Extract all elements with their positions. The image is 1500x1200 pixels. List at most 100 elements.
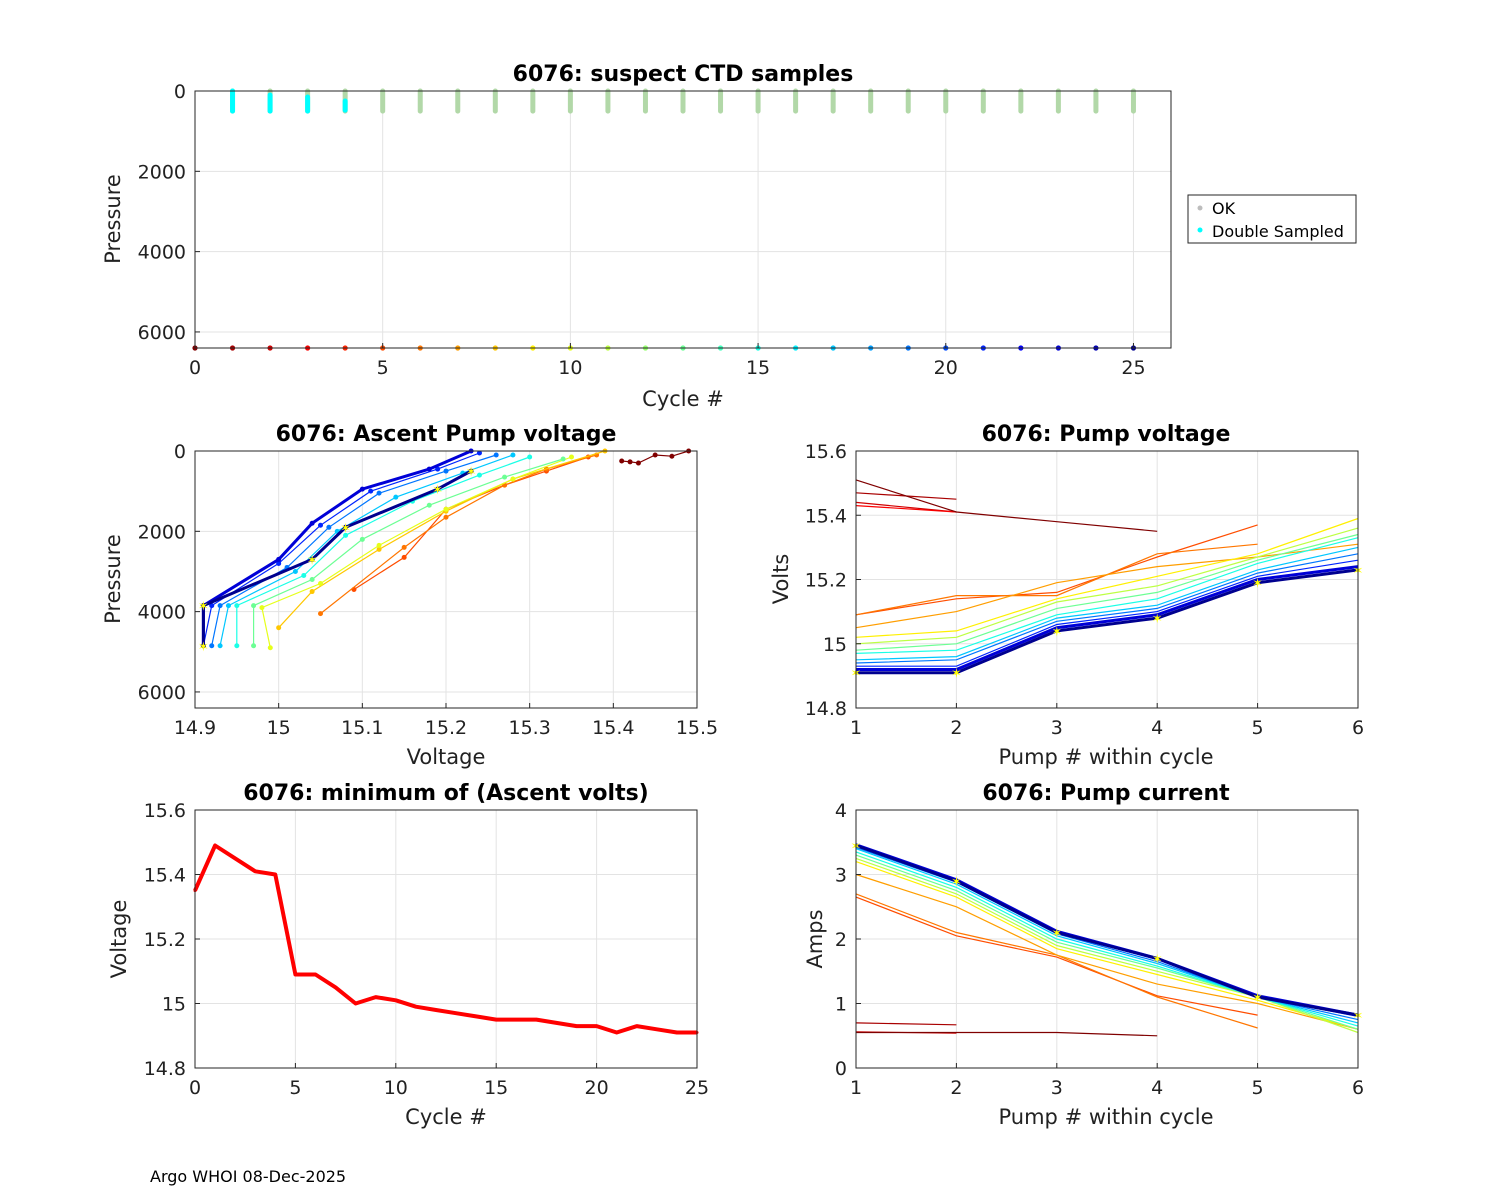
series-cycle-19 [211, 454, 497, 646]
last-cycle-marker: ✶ [307, 553, 318, 568]
series-cycle-23 [856, 565, 1359, 671]
point-cycle-6 [401, 544, 407, 550]
x-tick-label: 25 [1121, 357, 1145, 379]
min-volts-point [394, 998, 398, 1002]
min-volts-point [454, 1011, 458, 1015]
chart-minv-xlabel: Cycle # [405, 1105, 487, 1129]
last-cycle-marker: ✶ [1152, 612, 1163, 627]
chart-minv: 6076: minimum of (Ascent volts) 0 5 10 15 20… [107, 781, 709, 1129]
series-cycle-25 [201, 469, 472, 646]
series-cycle-1 [855, 1022, 957, 1026]
y-tick-label: 15 [823, 634, 847, 656]
y-tick-label: 15.2 [144, 929, 186, 951]
chart-ctd-data [192, 88, 1137, 351]
chart-apv-grid [194, 450, 698, 708]
chart-pv-title: 6076: Pump voltage [982, 422, 1231, 447]
chart-apv-ticks: 14.9 15 15.1 15.2 15.3 15.4 15.5 0 2000 4000 6000 [138, 441, 719, 739]
point-cycle-13 [502, 474, 508, 480]
point-cycle-13 [251, 603, 257, 609]
point-cycle-6 [443, 514, 449, 520]
series-cycle-23 [201, 449, 472, 646]
y-tick-label: 0 [174, 81, 186, 103]
x-tick-label: 5 [1252, 717, 1264, 739]
chart-pv-data: ✶ ✶✶✶✶✶ [851, 479, 1363, 682]
x-tick-label: 15.3 [509, 717, 551, 739]
series-cycle-5 [855, 524, 1258, 616]
x-tick-label: 5 [289, 1077, 301, 1099]
point-cycle-25 [343, 524, 349, 530]
last-cycle-marker: ✶ [340, 521, 351, 536]
x-tick-label: 1 [850, 717, 862, 739]
point-cycle-13 [251, 643, 257, 649]
chart-pc-grid [855, 809, 1359, 1069]
y-tick-label: 15.6 [144, 800, 186, 822]
series-cycle-7 [855, 543, 1359, 629]
point-cycle-10 [443, 506, 449, 512]
y-tick-label: 14.8 [144, 1058, 186, 1080]
chart-pc-title: 6076: Pump current [982, 781, 1230, 806]
point-cycle-13 [426, 502, 432, 508]
point-cycle-17 [225, 603, 231, 609]
point-cycle-17 [510, 452, 516, 458]
legend-double-label: Double Sampled [1212, 222, 1344, 241]
y-tick-label: 15 [162, 994, 186, 1016]
point-cycle-25 [468, 468, 474, 474]
point-cycle-21 [209, 603, 215, 609]
point-cycle-8 [376, 546, 382, 552]
chart-ctd-ticks: 0 5 10 15 20 25 0 2000 4000 6000 [138, 81, 1146, 379]
last-cycle-marker: ✶ [432, 483, 443, 498]
series-cycle-5 [855, 896, 1258, 1016]
x-tick-label: 3 [1051, 717, 1063, 739]
x-tick-label: 15 [267, 717, 291, 739]
min-volts-point [434, 1008, 438, 1012]
point-cycle-8 [309, 589, 315, 595]
last-cycle-marker: ✶ [466, 465, 477, 480]
x-tick-label: 15.5 [676, 717, 718, 739]
min-volts-point [293, 972, 297, 976]
chart-pc-ylabel: Amps [803, 909, 827, 968]
x-tick-label: 20 [585, 1077, 609, 1099]
x-tick-label: 14.9 [174, 717, 216, 739]
y-tick-label: 3 [835, 865, 847, 887]
legend-ok-label: OK [1212, 199, 1236, 218]
point-cycle-0 [669, 453, 675, 459]
x-tick-label: 10 [558, 357, 582, 379]
series-cycle-0 [855, 479, 1158, 532]
series-cycle-10 [261, 456, 572, 648]
point-cycle-19 [326, 524, 332, 530]
chart-minv-data [193, 843, 699, 1035]
chart-pv-ticks: 1 2 3 4 5 6 14.8 15 15.2 15.4 15.6 [805, 441, 1364, 739]
legend-ok-marker [1197, 205, 1203, 211]
chart-ctd-ylabel: Pressure [101, 174, 125, 264]
point-cycle-10 [569, 454, 574, 460]
last-cycle-marker: ✶ [951, 667, 962, 682]
last-cycle-marker: ✶ [198, 600, 209, 615]
chart-pc-xlabel: Pump # within cycle [999, 1105, 1214, 1129]
min-volts-point [655, 1027, 659, 1031]
series-cycle-6 [855, 543, 1258, 616]
point-cycle-17 [217, 643, 223, 649]
point-cycle-15 [234, 643, 240, 649]
point-cycle-15 [234, 603, 240, 609]
min-volts-point [595, 1024, 599, 1028]
min-volts-point [273, 873, 277, 876]
x-tick-label: 10 [384, 1077, 408, 1099]
point-cycle-10 [267, 645, 273, 651]
y-tick-label: 15.4 [805, 505, 847, 527]
last-cycle-marker: ✶ [951, 875, 962, 890]
min-volts-point [253, 869, 257, 873]
point-cycle-0 [635, 460, 641, 466]
last-cycle-marker: ✶ [1252, 991, 1263, 1006]
series-cycle-13 [855, 533, 1359, 651]
y-tick-label: 2000 [138, 161, 186, 183]
last-cycle-marker: ✶ [1051, 625, 1062, 640]
series-cycle-15 [236, 456, 530, 646]
y-tick-label: 0 [174, 441, 186, 463]
chart-pv-ylabel: Volts [769, 554, 793, 605]
point-cycle-15 [476, 472, 482, 478]
x-tick-label: 4 [1151, 717, 1163, 739]
min-volts-point [213, 843, 217, 847]
chart-minv-title: 6076: minimum of (Ascent volts) [243, 781, 649, 806]
